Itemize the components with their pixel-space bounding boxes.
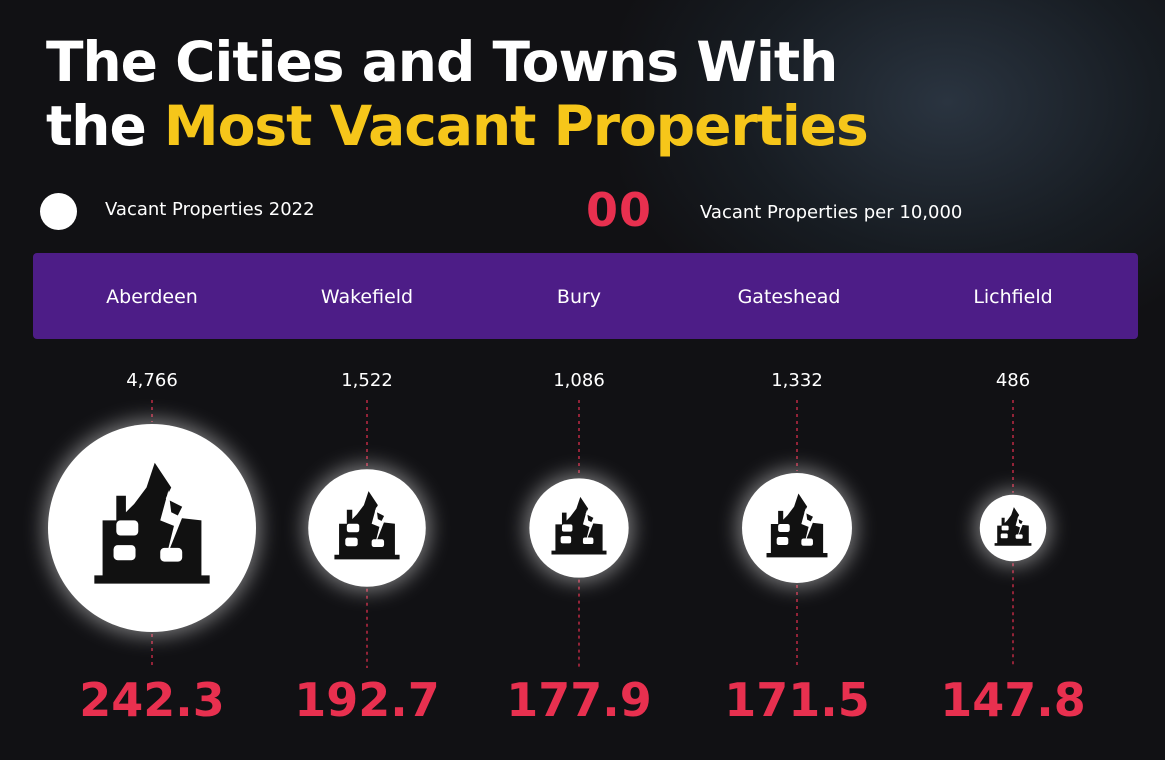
legend-bubble-label: Vacant Properties 2022 bbox=[105, 199, 315, 220]
rate-label: 177.9 bbox=[506, 673, 652, 727]
title-line-1: The Cities and Towns With bbox=[46, 30, 838, 94]
vacant-count-label: 1,332 bbox=[771, 370, 823, 391]
vacant-count-label: 4,766 bbox=[126, 370, 178, 391]
city-label: Aberdeen bbox=[106, 286, 198, 308]
legend-rate-sample: 00 bbox=[586, 183, 653, 237]
city-label: Bury bbox=[556, 286, 602, 308]
vacant-count-label: 1,086 bbox=[553, 370, 605, 391]
vacant-count-label: 1,522 bbox=[341, 370, 393, 391]
rate-label: 171.5 bbox=[724, 673, 870, 727]
rate-label: 192.7 bbox=[294, 673, 440, 727]
title-highlight: Most Vacant Properties bbox=[163, 94, 869, 158]
title-line-2-prefix: the bbox=[46, 94, 164, 158]
rate-label: 242.3 bbox=[79, 673, 225, 727]
city-label: Gateshead bbox=[737, 286, 841, 308]
vacant-count-label: 486 bbox=[995, 370, 1031, 391]
city-label: Lichfield bbox=[973, 286, 1053, 308]
rate-label: 147.8 bbox=[940, 673, 1086, 727]
page-title: The Cities and Towns With the Most Vacan… bbox=[46, 30, 869, 158]
city-label: Wakefield bbox=[320, 286, 414, 308]
city-header-band bbox=[33, 253, 1138, 339]
legend-bubble-swatch bbox=[40, 193, 77, 230]
legend-rate-label: Vacant Properties per 10,000 bbox=[700, 202, 963, 223]
